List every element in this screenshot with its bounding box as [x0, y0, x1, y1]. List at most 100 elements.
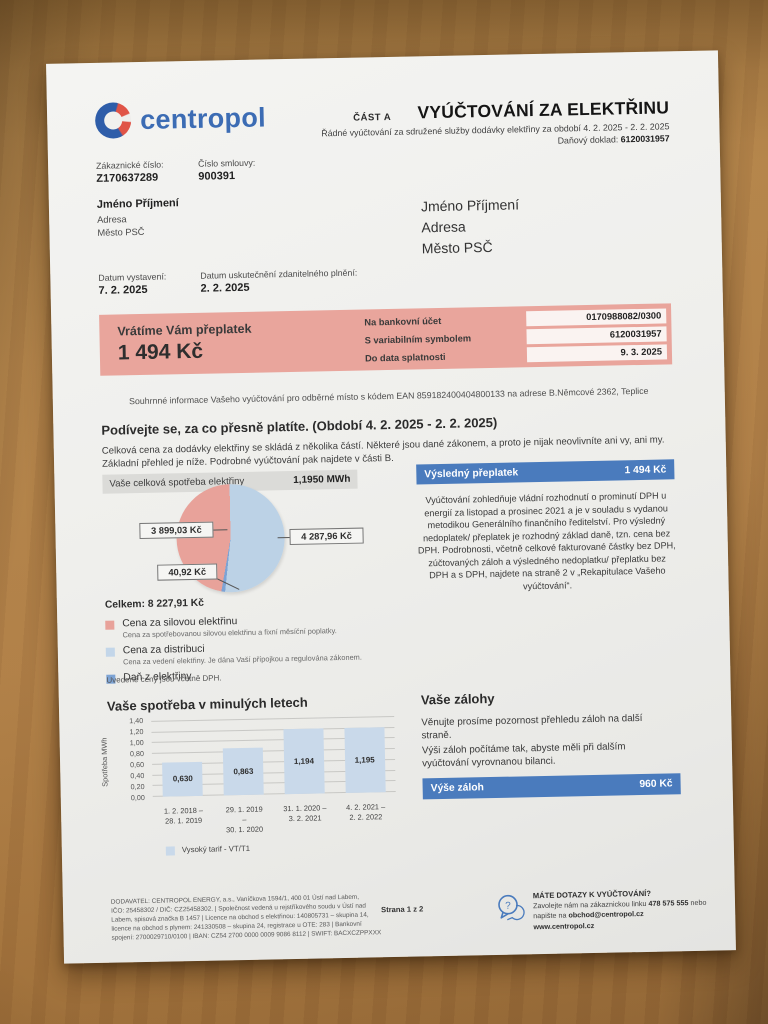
result-overpayment-label: Výsledný přeplatek: [424, 466, 519, 480]
customer-number-block: Zákaznické číslo: Z170637289: [96, 159, 164, 184]
history-x-labels: 1. 2. 2018 – 28. 1. 2019 29. 1. 2019 – 3…: [153, 802, 397, 837]
period-line: 31. 1. 2020 –: [283, 803, 327, 814]
legend-item-distribuce: Cena za distribuci Cena za vedení elektř…: [105, 640, 396, 667]
deposits-amount-label: Výše záloh: [430, 782, 484, 795]
history-bar-chart: 0,630 0,863 1,194 1,195: [151, 715, 396, 797]
history-legend: Vysoký tarif - VT/T1: [165, 843, 251, 856]
taxable-date-label: Datum uskutečnění zdanitelného plnění:: [200, 267, 358, 281]
history-heading: Vaše spotřeba v minulých letech: [106, 694, 308, 714]
y-tick: 0,40: [130, 770, 145, 781]
contact-footer-block: ? MÁTE DOTAZY K VYÚČTOVÁNÍ? Zavolejte ná…: [495, 887, 707, 934]
recipient-street: Adresa: [421, 218, 466, 236]
logo-wordmark: centropol: [139, 101, 267, 135]
contract-number-label: Číslo smlouvy:: [197, 157, 256, 169]
contact-email-address: obchod@centropol.cz: [568, 909, 644, 920]
invoice-page: centropol ČÁST A VYÚČTOVÁNÍ ZA ELEKTŘINU…: [46, 50, 736, 964]
centropol-logo-icon: [94, 102, 132, 139]
pie-label-silova: 3 899,03 Kč: [139, 521, 214, 540]
y-tick: 0,60: [130, 759, 145, 770]
period-line: 3. 2. 2021: [288, 813, 322, 824]
history-bar-2019: 0,863: [222, 747, 264, 796]
legend-item-silova: Cena za silovou elektřinu Cena za spotře…: [105, 613, 395, 640]
deposits-amount-value: 960 Kč: [639, 778, 673, 791]
recipient-name: Jméno Příjmení: [420, 196, 520, 215]
contact-lines: MÁTE DOTAZY K VYÚČTOVÁNÍ? Zavolejte nám …: [533, 887, 707, 933]
total-consumption-value: 1,1950 MWh: [293, 473, 351, 486]
y-tick: 0,80: [129, 748, 144, 759]
page-number: Strana 1 z 2: [380, 904, 424, 915]
deposits-paragraph-2: Výši záloh počítáme tak, abyste měli při…: [421, 741, 626, 770]
contact-website: www.centropol.cz: [533, 920, 595, 932]
contact-email-prefix: napište na: [533, 910, 569, 921]
bar-value-label: 1,194: [293, 756, 315, 766]
contact-phone-number: 478 575 555: [648, 898, 689, 908]
variable-symbol-value: 6120031957: [526, 326, 667, 345]
deposits-heading: Vaše zálohy: [420, 690, 495, 708]
overpayment-title: Vrátíme Vám přeplatek: [117, 321, 252, 339]
issue-date-value: 7. 2. 2025: [98, 283, 148, 297]
taxable-date-value: 2. 2. 2025: [200, 281, 250, 295]
tax-doc-label: Daňový doklad:: [557, 134, 619, 146]
taxable-date-block: Datum uskutečnění zdanitelného plnění: 2…: [200, 268, 357, 295]
y-tick: 0,00: [130, 792, 145, 803]
breakdown-heading: Podívejte se, za co přesně platíte. (Obd…: [101, 414, 498, 438]
document-title-block: VYÚČTOVÁNÍ ZA ELEKTŘINU Řádné vyúčtování…: [321, 97, 670, 150]
y-tick: 1,20: [129, 726, 144, 737]
y-tick: 0,20: [130, 781, 145, 792]
bar-value-label: 1,195: [354, 754, 375, 765]
issue-date-label: Datum vystavení:: [98, 271, 167, 283]
contract-number-block: Číslo smlouvy: 900391: [198, 158, 256, 183]
overpayment-summary: Vrátíme Vám přeplatek 1 494 Kč: [99, 319, 365, 365]
deposits-paragraph-1: Věnujte prosíme pozornost přehledu záloh…: [421, 712, 643, 742]
history-legend-label: Vysoký tarif - VT/T1: [181, 843, 251, 855]
overpayment-highlight-box: Vrátíme Vám přeplatek 1 494 Kč Na bankov…: [99, 303, 673, 376]
due-date-row: Do data splatnosti 9. 3. 2025: [364, 344, 668, 365]
x-label-period-1: 1. 2. 2018 – 28. 1. 2019: [155, 806, 212, 837]
payment-details: Na bankovní účet 0170988082/0300 S varia…: [364, 308, 672, 365]
customer-number-value: Z170637289: [96, 171, 159, 185]
customer-street: Adresa: [97, 214, 127, 225]
period-line: 28. 1. 2019: [165, 815, 203, 826]
history-y-axis-label: Spotřeba MWh: [99, 737, 110, 787]
deposits-amount-bar: Výše záloh 960 Kč: [422, 773, 681, 800]
question-bubble-icon: ?: [495, 890, 526, 933]
result-overpayment-bar: Výsledný přeplatek 1 494 Kč: [416, 459, 675, 485]
y-tick: 1,00: [129, 737, 144, 748]
customer-name: Jméno Příjmení: [96, 197, 179, 211]
bank-account-value: 0170988082/0300: [526, 308, 667, 327]
customer-city: Město PSČ: [97, 226, 145, 238]
contract-number-value: 900391: [198, 170, 236, 183]
legend-swatch-pink-icon: [105, 620, 115, 630]
overpayment-amount: 1 494 Kč: [117, 339, 204, 365]
history-y-ticks: 1,40 1,20 1,00 0,80 0,60 0,40 0,20 0,00: [115, 716, 145, 803]
variable-symbol-label: S variabilním symbolem: [364, 332, 472, 345]
tax-doc-value: 6120031957: [620, 133, 670, 145]
history-bar-2021: 1,195: [344, 727, 386, 793]
period-line: 30. 1. 2020: [225, 824, 264, 835]
x-label-period-3: 31. 1. 2020 – 3. 2. 2021: [277, 803, 334, 834]
svg-text:?: ?: [505, 901, 511, 912]
x-label-period-2: 29. 1. 2019 – 30. 1. 2020: [216, 804, 273, 835]
legend-swatch-lightblue-icon: [105, 647, 115, 657]
dph-note-paragraph: Vyúčtování zohledňuje vládní rozhodnutí …: [417, 490, 676, 592]
history-legend-swatch-icon: [165, 846, 175, 856]
period-line: 2. 2. 2022: [349, 812, 383, 822]
pie-label-dan: 40,92 Kč: [157, 563, 218, 581]
issue-date-block: Datum vystavení: 7. 2. 2025: [98, 271, 166, 296]
history-bars: 0,630 0,863 1,194 1,195: [151, 716, 395, 797]
recipient-city: Město PSČ: [421, 238, 493, 257]
customer-number-label: Zákaznické číslo:: [95, 159, 164, 171]
due-date-value: 9. 3. 2025: [526, 344, 668, 363]
due-date-label: Do data splatnosti: [364, 351, 446, 363]
pie-label-distribuce: 4 287,96 Kč: [289, 527, 364, 546]
document-title: VYÚČTOVÁNÍ ZA ELEKTŘINU: [417, 97, 670, 123]
history-bar-2018: 0,630: [162, 761, 204, 797]
customer-address-block: Jméno Příjmení Adresa Město PSČ: [97, 197, 180, 238]
contact-phone-prefix: Zavolejte nám na zákaznickou linku: [532, 898, 649, 911]
supplier-footer-block: DODAVATEL: CENTROPOL ENERGY, a.s., Vaníč…: [111, 893, 417, 944]
y-tick: 1,40: [129, 716, 144, 726]
history-bar-2020: 1,194: [283, 728, 325, 795]
result-overpayment-value: 1 494 Kč: [624, 463, 667, 476]
recipient-address-block: Jméno Příjmení Adresa Město PSČ: [421, 194, 520, 259]
